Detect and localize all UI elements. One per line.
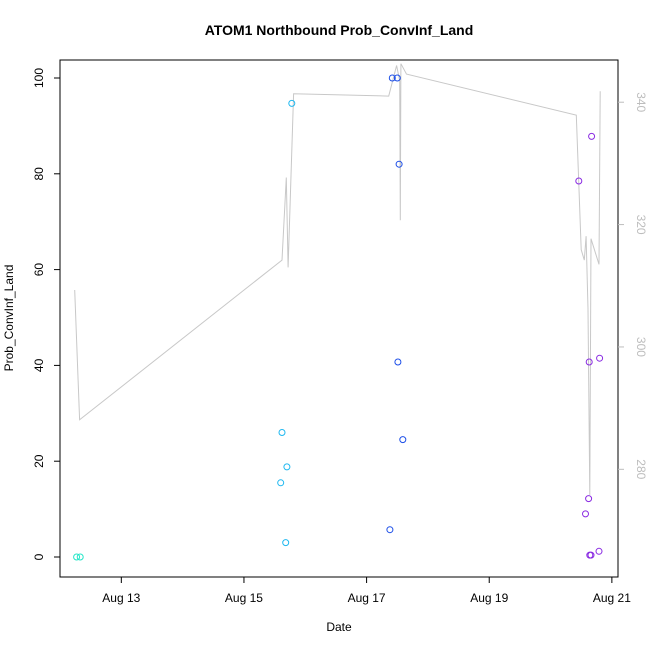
data-point [394,358,402,366]
data-point [399,436,407,444]
y-tick-label: 20 [32,454,46,468]
y-right-tick-label: 340 [634,92,648,112]
y-tick-label: 40 [32,358,46,372]
data-point [73,553,81,561]
data-point [282,539,290,547]
x-axis: Aug 13 Aug 15 Aug 17 Aug 19 Aug 21 [102,577,631,605]
x-tick-label: Aug 13 [102,591,140,605]
data-point [277,479,285,487]
y-right-tick-label: 320 [634,215,648,235]
y-tick-label: 0 [32,553,46,560]
data-point [393,74,401,82]
data-point [585,495,593,503]
data-point [395,160,403,168]
data-point [283,463,291,471]
data-point [595,547,603,555]
data-point [76,553,84,561]
x-tick-label: Aug 15 [225,591,263,605]
plot-frame [59,59,619,578]
x-tick-label: Aug 19 [470,591,508,605]
data-point [588,132,596,140]
line-layer [74,63,601,496]
series-line [74,63,601,496]
y-axis-label: Prob_ConvInf_Land [2,265,16,372]
data-point [388,74,396,82]
y-right-tick-label: 300 [634,337,648,357]
data-point [596,354,604,362]
data-point [288,99,296,107]
data-point [585,358,593,366]
x-axis-label: Date [326,620,352,634]
y-right-tick-label: 280 [634,459,648,479]
x-tick-label: Aug 17 [348,591,386,605]
x-tick-label: Aug 21 [593,591,631,605]
y-tick-label: 100 [32,68,46,88]
data-point [582,510,589,518]
chart-title: ATOM1 Northbound Prob_ConvInf_Land [205,22,474,38]
y-right-axis: 280 300 320 340 [618,92,648,480]
data-point [587,551,595,559]
data-point [386,526,394,534]
data-point [575,177,583,185]
data-point [278,429,286,436]
point-layer [73,74,604,561]
y-tick-label: 60 [32,263,46,277]
y-axis: 0 20 40 60 80 100 [32,68,61,560]
y-tick-label: 80 [32,167,46,181]
